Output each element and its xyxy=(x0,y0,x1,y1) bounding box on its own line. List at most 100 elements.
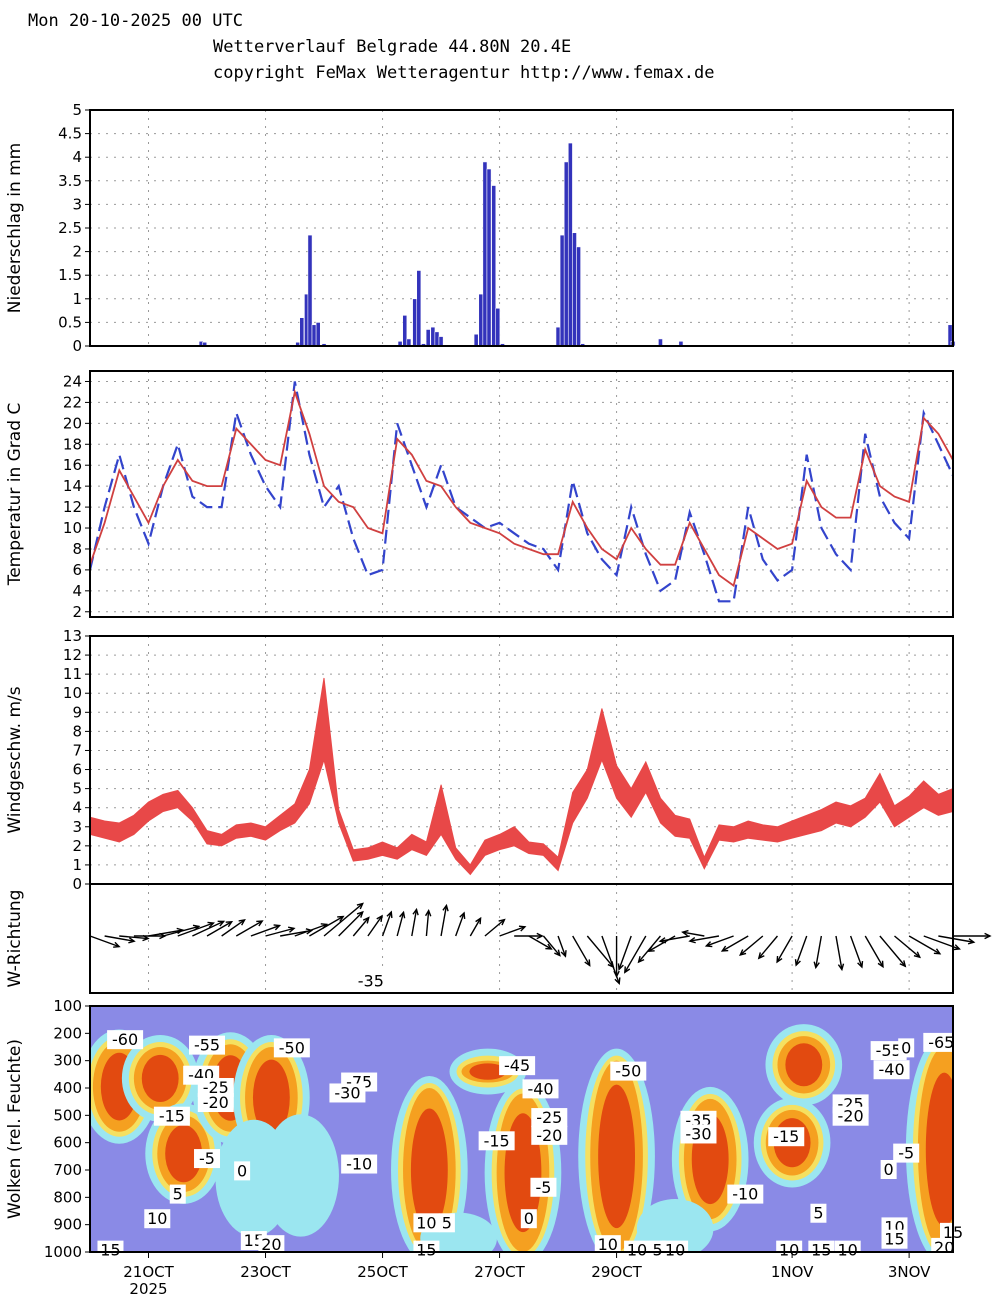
precipitation-bar xyxy=(658,338,663,347)
isotherm-label: 10 xyxy=(779,1241,799,1260)
wind-direction-arrow xyxy=(938,935,974,943)
wind-direction-arrowhead xyxy=(412,907,419,916)
isotherm-label: -5 xyxy=(199,1149,215,1168)
cloud-region-max xyxy=(785,1043,823,1087)
wind-direction-arrow xyxy=(586,935,614,968)
wind-direction-arrowhead xyxy=(913,951,922,959)
wind-direction-arrow xyxy=(908,935,941,955)
isotherm-label: 0 xyxy=(884,1160,894,1179)
wind-direction-arrowhead xyxy=(857,960,864,969)
wind-direction-arrow xyxy=(455,912,465,937)
precipitation-bar xyxy=(486,168,492,347)
isotherm-label-box xyxy=(520,1209,537,1229)
isotherm-label: -20 xyxy=(838,1107,864,1126)
isotherm-label-box xyxy=(880,1160,897,1179)
isotherm-label: -30 xyxy=(334,1083,360,1102)
wind-direction-arrowhead xyxy=(720,945,729,952)
precipitation-bar xyxy=(555,326,561,347)
cloud-region-max xyxy=(410,1108,448,1232)
y-tick-label: 700 xyxy=(53,1161,82,1179)
wind-direction-arrow xyxy=(864,935,884,968)
y-tick-label: 4 xyxy=(72,799,82,817)
wind-direction-arrowhead xyxy=(984,932,992,940)
isotherm-label: 10 xyxy=(838,1241,858,1260)
isotherm-label: -45 xyxy=(504,1056,530,1075)
wind-direction-arrow xyxy=(795,935,808,966)
wind-direction-arrowhead xyxy=(356,902,364,910)
wind-direction-arrow xyxy=(879,935,906,967)
precipitation-bar xyxy=(559,234,565,347)
wind-direction-arrow xyxy=(528,935,552,950)
y-axis-label: Windgeschw. m/s xyxy=(5,686,25,833)
isotherm-label: 0 xyxy=(901,1038,911,1057)
isotherm-label-box xyxy=(352,971,389,991)
y-tick-label: 5 xyxy=(72,101,82,119)
wind-direction-arrow xyxy=(411,909,418,937)
wind-direction-arrowhead xyxy=(475,916,482,925)
wind-direction-arrow xyxy=(352,917,370,937)
isotherm-label: 10 xyxy=(627,1241,647,1260)
wind-direction-arrow xyxy=(894,935,921,958)
isotherm-label: 10 xyxy=(665,1241,685,1260)
wind-direction-arrow xyxy=(624,935,647,973)
isotherm-label: -40 xyxy=(878,1060,904,1079)
precipitation-bar xyxy=(412,298,418,347)
wind-direction-arrow xyxy=(648,935,676,952)
isotherm-label-box xyxy=(144,1209,171,1229)
y-axis-label: Temperatur in Grad C xyxy=(5,403,25,587)
wind-direction-arrowhead xyxy=(681,929,689,937)
isotherm-label-box xyxy=(438,1213,455,1233)
y-axis-label: W-Richtung xyxy=(5,890,25,988)
isotherm-label-box xyxy=(662,1240,689,1260)
cloud-region-max xyxy=(598,1084,636,1229)
wind-direction-arrowhead xyxy=(287,926,296,933)
isotherm-label: -50 xyxy=(615,1062,641,1081)
isotherm-label-box xyxy=(97,1240,124,1260)
isotherm-label: -40 xyxy=(527,1079,553,1098)
precipitation-bar xyxy=(572,232,577,347)
location-title: Wetterverlauf Belgrade 44.80N 20.4E xyxy=(213,37,571,57)
x-tick-label: 23OCT xyxy=(240,1263,291,1281)
wind-direction-arrowhead xyxy=(757,952,765,960)
precipitation-bar xyxy=(491,185,497,347)
wind-direction-arrowhead xyxy=(399,910,406,919)
y-tick-label: 5 xyxy=(72,780,82,798)
y-tick-label: 100 xyxy=(53,997,82,1015)
y-tick-label: 10 xyxy=(63,519,82,537)
y-tick-label: 900 xyxy=(53,1216,82,1234)
isotherm-label-box xyxy=(341,1154,378,1174)
wind-direction-arrowhead xyxy=(113,941,121,948)
y-tick-label: 8 xyxy=(72,540,82,558)
wind-direction-arrowhead xyxy=(776,955,783,964)
wind-direction-arrow xyxy=(557,935,567,957)
wind-direction-arrow xyxy=(758,935,779,959)
y-tick-label: 300 xyxy=(53,1052,82,1070)
isotherm-label: -10 xyxy=(732,1185,758,1204)
y-tick-label: 2 xyxy=(72,243,82,261)
wind-direction-arrow xyxy=(89,935,120,948)
isotherm-label-box xyxy=(531,1108,568,1128)
wind-direction-arrow xyxy=(119,935,149,940)
precipitation-bar xyxy=(438,336,444,347)
wind-direction-arrowhead xyxy=(442,903,449,912)
precipitation-bar xyxy=(307,234,313,347)
wind-direction-arrowhead xyxy=(554,949,561,957)
precipitation-bar xyxy=(495,307,501,347)
isotherm-label: -15 xyxy=(484,1131,510,1150)
isotherm-label: -30 xyxy=(685,1124,711,1143)
wind-direction-arrow xyxy=(221,919,245,937)
wind-direction-arrow xyxy=(367,915,383,937)
isotherm-label: -20 xyxy=(536,1126,562,1145)
wind-direction-arrowhead xyxy=(459,911,466,920)
y-tick-label: 11 xyxy=(63,665,82,683)
wind-direction-arrow xyxy=(192,920,224,937)
y-tick-label: 4 xyxy=(72,148,82,166)
isotherm-label-box xyxy=(680,1124,717,1144)
isotherm-label-box xyxy=(808,1240,835,1260)
wind-direction-arrow xyxy=(206,921,233,937)
wind-direction-arrowhead xyxy=(225,920,234,928)
cloud-region-max xyxy=(141,1054,179,1103)
precipitation-bar xyxy=(425,329,431,347)
